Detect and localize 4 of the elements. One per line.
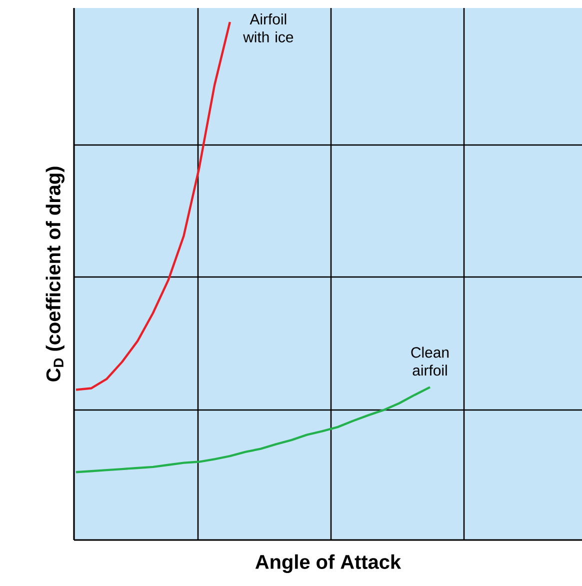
series-label: Clean airfoil xyxy=(411,346,449,376)
x-axis-title: Angle of Attack xyxy=(255,554,402,574)
series-label: Airfoil with ice xyxy=(243,14,294,42)
y-axis-title: C$_{D}$ (coefficient of drag) xyxy=(46,166,64,382)
